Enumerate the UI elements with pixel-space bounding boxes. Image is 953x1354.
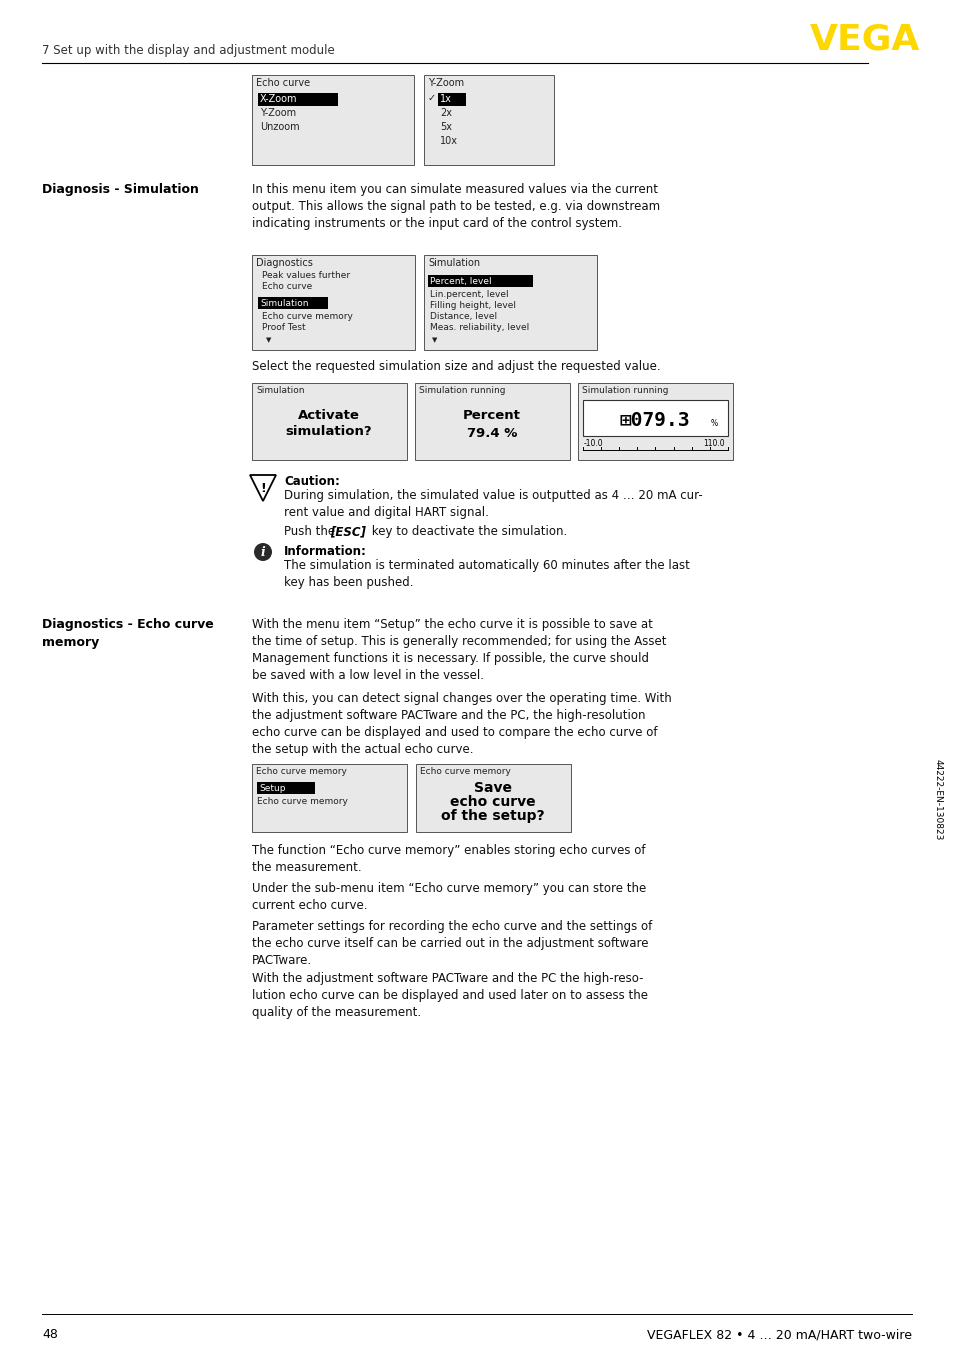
Text: VEGAFLEX 82 • 4 … 20 mA/HART two-wire: VEGAFLEX 82 • 4 … 20 mA/HART two-wire bbox=[646, 1328, 911, 1340]
Text: X-Zoom: X-Zoom bbox=[260, 93, 297, 104]
Text: Save: Save bbox=[474, 781, 512, 795]
Circle shape bbox=[253, 543, 272, 561]
Text: Parameter settings for recording the echo curve and the settings of
the echo cur: Parameter settings for recording the ech… bbox=[252, 919, 652, 967]
Text: Echo curve: Echo curve bbox=[262, 282, 312, 291]
Text: Peak values further: Peak values further bbox=[262, 271, 350, 280]
Text: Diagnostics - Echo curve
memory: Diagnostics - Echo curve memory bbox=[42, 617, 213, 649]
Text: Y-Zoom: Y-Zoom bbox=[428, 79, 464, 88]
Text: [ESC]: [ESC] bbox=[330, 525, 366, 538]
Text: Activate: Activate bbox=[297, 409, 359, 422]
Text: 44222-EN-130823: 44222-EN-130823 bbox=[933, 760, 942, 841]
Text: Diagnosis - Simulation: Diagnosis - Simulation bbox=[42, 183, 198, 196]
Text: %: % bbox=[710, 418, 718, 428]
Text: ▼: ▼ bbox=[432, 337, 436, 343]
Text: 2x: 2x bbox=[439, 108, 452, 118]
Text: echo curve: echo curve bbox=[450, 795, 536, 808]
Text: In this menu item you can simulate measured values via the current
output. This : In this menu item you can simulate measu… bbox=[252, 183, 659, 230]
Text: Lin.percent, level: Lin.percent, level bbox=[430, 290, 508, 299]
Text: -10.0: -10.0 bbox=[583, 439, 603, 448]
Bar bbox=[416, 764, 571, 831]
Bar bbox=[582, 399, 727, 436]
Text: Caution:: Caution: bbox=[284, 475, 339, 487]
Text: simulation?: simulation? bbox=[285, 425, 372, 437]
Bar bbox=[415, 383, 569, 460]
Bar bbox=[252, 383, 407, 460]
Text: Simulation: Simulation bbox=[255, 386, 304, 395]
Text: Y-Zoom: Y-Zoom bbox=[260, 108, 295, 118]
Text: Meas. reliability, level: Meas. reliability, level bbox=[430, 324, 529, 332]
Text: With the adjustment software PACTware and the PC the high-reso-
lution echo curv: With the adjustment software PACTware an… bbox=[252, 972, 647, 1020]
Bar bbox=[437, 93, 465, 106]
Text: 48: 48 bbox=[42, 1328, 58, 1340]
Bar bbox=[423, 74, 554, 165]
Text: !: ! bbox=[260, 482, 266, 496]
Text: The simulation is terminated automatically 60 minutes after the last
key has bee: The simulation is terminated automatical… bbox=[284, 559, 689, 589]
Text: Select the requested simulation size and adjust the requested value.: Select the requested simulation size and… bbox=[252, 360, 659, 372]
Text: 79.4 %: 79.4 % bbox=[466, 427, 517, 440]
Text: During simulation, the simulated value is outputted as 4 … 20 mA cur-
rent value: During simulation, the simulated value i… bbox=[284, 489, 702, 519]
Text: Echo curve memory: Echo curve memory bbox=[262, 311, 353, 321]
Bar bbox=[257, 93, 337, 106]
Text: Echo curve memory: Echo curve memory bbox=[256, 798, 348, 806]
Text: Setup: Setup bbox=[258, 784, 285, 793]
Text: Simulation: Simulation bbox=[260, 299, 308, 307]
Text: of the setup?: of the setup? bbox=[440, 808, 544, 823]
Text: Diagnostics: Diagnostics bbox=[255, 259, 313, 268]
Text: Echo curve memory: Echo curve memory bbox=[255, 766, 347, 776]
Text: Simulation running: Simulation running bbox=[418, 386, 505, 395]
Text: 10x: 10x bbox=[439, 135, 457, 146]
Text: The function “Echo curve memory” enables storing echo curves of
the measurement.: The function “Echo curve memory” enables… bbox=[252, 844, 645, 873]
Bar bbox=[252, 74, 414, 165]
Text: 110.0: 110.0 bbox=[702, 439, 724, 448]
Text: Simulation running: Simulation running bbox=[581, 386, 668, 395]
Text: Echo curve memory: Echo curve memory bbox=[419, 766, 511, 776]
Bar bbox=[257, 297, 328, 309]
Text: Filling height, level: Filling height, level bbox=[430, 301, 516, 310]
Text: key to deactivate the simulation.: key to deactivate the simulation. bbox=[368, 525, 567, 538]
Text: i: i bbox=[260, 546, 265, 559]
Text: ▼: ▼ bbox=[266, 337, 271, 343]
Text: 7 Set up with the display and adjustment module: 7 Set up with the display and adjustment… bbox=[42, 43, 335, 57]
Bar bbox=[423, 255, 597, 349]
Text: Under the sub-menu item “Echo curve memory” you can store the
current echo curve: Under the sub-menu item “Echo curve memo… bbox=[252, 881, 645, 913]
Text: Proof Test: Proof Test bbox=[262, 324, 305, 332]
Text: Simulation: Simulation bbox=[428, 259, 479, 268]
Bar bbox=[252, 255, 415, 349]
Text: ⊞079.3: ⊞079.3 bbox=[619, 412, 690, 431]
Text: Distance, level: Distance, level bbox=[430, 311, 497, 321]
Text: Percent: Percent bbox=[462, 409, 520, 422]
Bar bbox=[578, 383, 732, 460]
Text: Push the: Push the bbox=[284, 525, 338, 538]
Text: With the menu item “Setup” the echo curve it is possible to save at
the time of : With the menu item “Setup” the echo curv… bbox=[252, 617, 666, 682]
Text: With this, you can detect signal changes over the operating time. With
the adjus: With this, you can detect signal changes… bbox=[252, 692, 671, 756]
Text: ✓: ✓ bbox=[428, 93, 436, 103]
Text: 1x: 1x bbox=[439, 93, 452, 104]
Text: Information:: Information: bbox=[284, 546, 367, 558]
Text: Unzoom: Unzoom bbox=[260, 122, 299, 131]
Bar bbox=[252, 764, 407, 831]
Text: 5x: 5x bbox=[439, 122, 452, 131]
Text: Echo curve: Echo curve bbox=[255, 79, 310, 88]
Bar bbox=[256, 783, 314, 793]
Text: VEGA: VEGA bbox=[809, 23, 920, 57]
Text: Percent, level: Percent, level bbox=[430, 278, 491, 286]
Bar bbox=[428, 275, 533, 287]
